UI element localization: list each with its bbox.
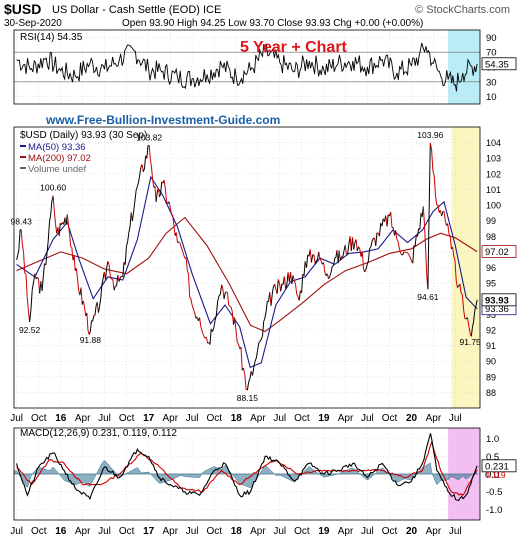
- price-bar: [335, 258, 336, 259]
- price-bar: [402, 254, 403, 255]
- price-value-label: 91.75: [460, 337, 482, 347]
- price-x-tick-label: Oct: [206, 413, 222, 424]
- price-x-tick-label: Apr: [75, 413, 91, 424]
- header-exchange: ICE: [203, 4, 221, 16]
- chart-title: 5 Year + Chart: [240, 39, 348, 56]
- rsi-legend: RSI(14) 54.35: [20, 32, 83, 43]
- price-bar: [71, 247, 72, 248]
- price-last-value: 93.93: [485, 295, 509, 306]
- macd-x-tick-label: Oct: [294, 526, 310, 537]
- macd-x-tick-label: Jul: [186, 526, 199, 537]
- macd-signal-last-value: 0.119: [485, 470, 506, 480]
- price-x-tick-label: Jul: [273, 413, 286, 424]
- rsi-y-tick-label: 30: [486, 77, 497, 88]
- macd-y-tick-label: -1.0: [486, 505, 502, 516]
- macd-x-tick-label: Oct: [206, 526, 222, 537]
- price-x-tick-label: Oct: [382, 413, 398, 424]
- macd-x-tick-label: 18: [231, 526, 243, 537]
- price-x-tick-label: 18: [231, 413, 243, 424]
- price-legend-ma50: MA(50) 93.36: [28, 142, 86, 153]
- macd-x-tick-label: Jul: [98, 526, 111, 537]
- macd-x-tick-label: Apr: [426, 526, 442, 537]
- header-name: US Dollar - Cash Settle (EOD): [52, 4, 200, 16]
- header-symbol: $USD: [4, 1, 41, 17]
- price-x-tick-label: 17: [143, 413, 155, 424]
- macd-x-tick-label: Apr: [250, 526, 266, 537]
- price-y-tick-label: 96: [486, 263, 496, 273]
- price-value-label: 88.15: [237, 393, 259, 403]
- price-y-tick-label: 100: [486, 201, 501, 211]
- price-legend-volume: Volume undef: [28, 164, 86, 175]
- price-x-tick-label: 19: [318, 413, 330, 424]
- macd-x-tick-label: Oct: [119, 526, 135, 537]
- price-value-label: 92.52: [19, 325, 41, 335]
- macd-x-tick-label: Apr: [338, 526, 354, 537]
- macd-x-tick-label: 19: [318, 526, 330, 537]
- macd-x-tick-label: Apr: [163, 526, 179, 537]
- price-x-tick-label: Oct: [294, 413, 310, 424]
- macd-x-tick-label: 20: [406, 526, 418, 537]
- header-ohlc: Open 93.90 High 94.25 Low 93.70 Close 93…: [122, 18, 423, 29]
- watermark-text: www.Free-Bullion-Investment-Guide.com: [45, 113, 280, 127]
- macd-x-tick-label: Jul: [273, 526, 286, 537]
- macd-x-tick-label: Oct: [31, 526, 47, 537]
- header-date: 30-Sep-2020: [4, 18, 62, 29]
- price-legend-main: $USD (Daily) 93.93 (30 Sep): [20, 130, 147, 141]
- price-y-tick-label: 91: [486, 341, 496, 351]
- price-legend-ma200: MA(200) 97.02: [28, 153, 91, 164]
- price-y-tick-label: 88: [486, 388, 496, 398]
- price-value-label: 103.96: [417, 130, 443, 140]
- price-y-tick-label: 104: [486, 138, 501, 148]
- price-x-tick-label: Apr: [338, 413, 354, 424]
- price-x-tick-label: Jul: [98, 413, 111, 424]
- price-x-tick-label: Jul: [361, 413, 374, 424]
- price-y-tick-label: 95: [486, 279, 496, 289]
- price-x-tick-label: Apr: [250, 413, 266, 424]
- price-x-tick-label: Apr: [163, 413, 179, 424]
- macd-legend: MACD(12,26,9) 0.231, 0.119, 0.112: [20, 428, 177, 439]
- brand-text: © StockCharts.com: [415, 4, 510, 16]
- ma200-last-value: 97.02: [485, 247, 509, 258]
- macd-x-tick-label: Jul: [449, 526, 462, 537]
- macd-x-tick-label: Oct: [382, 526, 398, 537]
- price-x-tick-label: Jul: [449, 413, 462, 424]
- price-bar: [230, 306, 231, 307]
- price-x-tick-label: Jul: [186, 413, 199, 424]
- macd-x-tick-label: Jul: [361, 526, 374, 537]
- price-y-tick-label: 99: [486, 216, 496, 226]
- price-x-tick-label: Oct: [119, 413, 135, 424]
- price-x-tick-label: Apr: [426, 413, 442, 424]
- price-y-tick-label: 90: [486, 357, 496, 367]
- rsi-last-value: 54.35: [485, 59, 509, 70]
- price-value-label: 91.88: [80, 335, 102, 345]
- macd-x-tick-label: 17: [143, 526, 155, 537]
- price-x-tick-label: Oct: [31, 413, 47, 424]
- macd-x-tick-label: Jul: [10, 526, 23, 537]
- rsi-y-tick-label: 90: [486, 33, 497, 44]
- price-value-label: 100.60: [40, 183, 66, 193]
- price-y-tick-label: 102: [486, 169, 501, 179]
- price-y-tick-label: 103: [486, 154, 501, 164]
- price-y-tick-label: 92: [486, 325, 496, 335]
- price-value-label: 94.61: [417, 292, 439, 302]
- macd-x-tick-label: Apr: [75, 526, 91, 537]
- price-y-tick-label: 89: [486, 372, 496, 382]
- price-y-tick-label: 98: [486, 232, 496, 242]
- price-x-tick-label: 16: [55, 413, 67, 424]
- price-x-tick-label: Jul: [10, 413, 23, 424]
- rsi-y-tick-label: 70: [486, 48, 497, 59]
- price-x-tick-label: 20: [406, 413, 418, 424]
- rsi-y-tick-label: 10: [486, 92, 497, 103]
- panel-backgrounds: [14, 30, 480, 520]
- price-y-tick-label: 101: [486, 185, 501, 195]
- macd-y-tick-label: -0.5: [486, 487, 502, 498]
- macd-x-tick-label: 16: [55, 526, 67, 537]
- price-bar: [377, 233, 378, 234]
- macd-y-tick-label: 1.0: [486, 434, 499, 445]
